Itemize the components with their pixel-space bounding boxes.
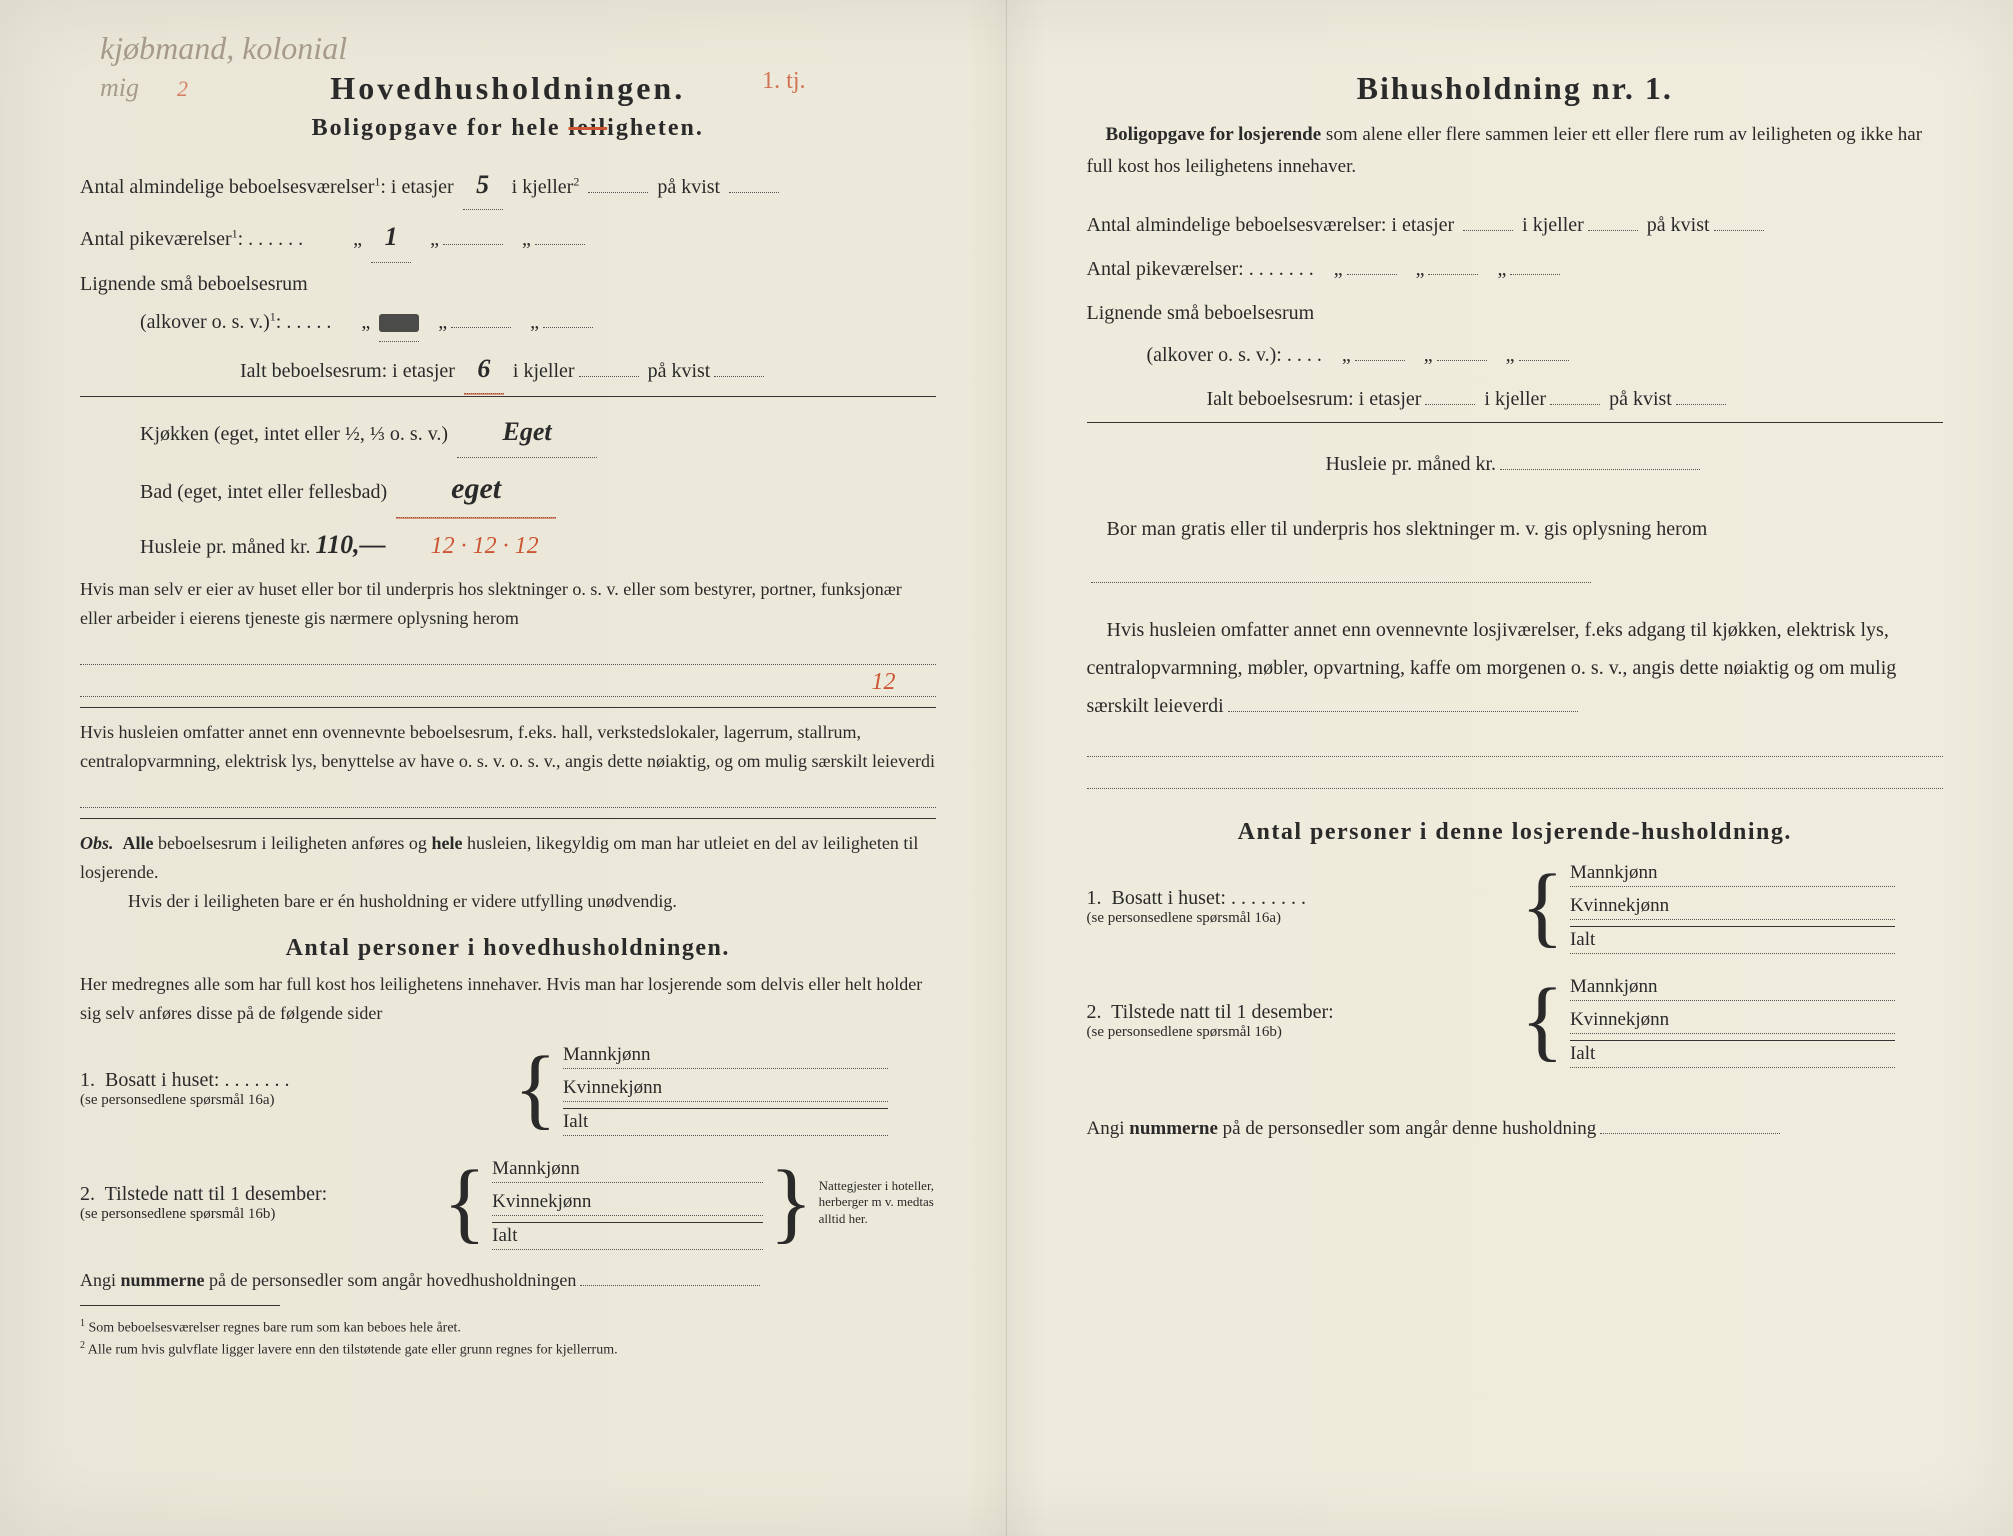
line-pike: Antal pikeværelser1: . . . . . . „ 1 „ „: [80, 212, 936, 262]
correction-scribble: [379, 314, 419, 332]
angi-line: Angi nummerne på de personsedler som ang…: [80, 1266, 936, 1295]
blank-line-2: 12: [80, 669, 936, 697]
r-q1-block: 1. Bosatt i huset: . . . . . . . . (se p…: [1087, 854, 1944, 960]
side-note: Nattegjester i hoteller, herberger m v. …: [819, 1178, 936, 1229]
red-annotation-top: 1. tj.: [762, 68, 805, 95]
q1-block: 1. Bosatt i huset: . . . . . . . (se per…: [80, 1036, 936, 1142]
section2-intro: Her medregnes alle som har full kost hos…: [80, 970, 936, 1028]
blank-line-1: [80, 637, 936, 665]
r-para1: Bor man gratis eller til underpris hos s…: [1087, 505, 1944, 601]
left-page: kjøbmand, kolonial mig 2 1. tj. Hovedhus…: [0, 0, 1007, 1536]
para-eier: Hvis man selv er eier av huset eller bor…: [80, 575, 936, 633]
section-antal-personer: Antal personer i hovedhusholdningen.: [80, 935, 936, 962]
r-q2-block: 2. Tilstede natt til 1 desember: (se per…: [1087, 968, 1944, 1074]
brace-icon: {: [514, 1053, 557, 1125]
r-line-rooms: Antal almindelige beboelsesværelser: i e…: [1087, 204, 1944, 246]
divider-2: [80, 818, 936, 819]
divider-footnote: [80, 1305, 280, 1306]
document-spread: kjøbmand, kolonial mig 2 1. tj. Hovedhus…: [0, 0, 2013, 1536]
r-line-ialt: Ialt beboelsesrum: i etasjer i kjeller p…: [1087, 378, 1944, 423]
q2-block: 2. Tilstede natt til 1 desember: (se per…: [80, 1150, 936, 1256]
right-title: Bihusholdning nr. 1.: [1087, 70, 1944, 107]
line-husleie: Husleie pr. måned kr. 110,— 12 · 12 · 12: [80, 520, 936, 570]
val-etasjer: 5: [463, 160, 503, 210]
divider: [80, 707, 936, 708]
r-line-pike: Antal pikeværelser: . . . . . . . „ „ „: [1087, 248, 1944, 290]
right-page: Bihusholdning nr. 1. Boligopgave for los…: [1007, 0, 2013, 1536]
r-husleie: Husleie pr. måned kr.: [1087, 443, 1944, 485]
r-section-title: Antal personer i denne losjerende-hushol…: [1087, 819, 1944, 846]
footnotes: 1 Som beboelsesværelser regnes bare rum …: [80, 1316, 936, 1361]
r-line-alkover: Lignende små beboelsesrum (alkover o. s.…: [1087, 292, 1944, 376]
brace-icon-2: {: [1521, 985, 1564, 1057]
brace-icon-2: {: [443, 1167, 486, 1239]
r-angi-line: Angi nummerne på de personsedler som ang…: [1087, 1114, 1944, 1144]
red-date: 12 · 12 · 12: [431, 533, 539, 559]
line-rooms: Antal almindelige beboelsesværelser1: i …: [80, 160, 936, 210]
blank-line-3: [80, 780, 936, 808]
r-blank-1: [1087, 729, 1944, 757]
brace-icon: {: [1521, 871, 1564, 943]
para-husleie-omfatter: Hvis husleien omfatter annet enn ovennev…: [80, 718, 936, 776]
r-blank-2: [1087, 761, 1944, 789]
obs-block: Obs. Alle beboelsesrum i leiligheten anf…: [80, 829, 936, 915]
right-intro: Boligopgave for losjerende som alene ell…: [1087, 119, 1944, 184]
line-kjokken: Kjøkken (eget, intet eller ½, ⅓ o. s. v.…: [80, 407, 936, 457]
sub-title: Boligopgave for hele leiligheten.: [80, 115, 936, 142]
brace-close-icon: }: [769, 1167, 812, 1239]
line-ialt: Ialt beboelsesrum: i etasjer 6 i kjeller…: [80, 344, 936, 397]
line-alkover: Lignende små beboelsesrum (alkover o. s.…: [80, 265, 936, 342]
pencil-annotation: kjøbmand, kolonial mig 2: [100, 30, 347, 104]
r-para2: Hvis husleien omfatter annet enn ovennev…: [1087, 611, 1944, 725]
line-bad: Bad (eget, intet eller fellesbad) eget: [80, 460, 936, 518]
